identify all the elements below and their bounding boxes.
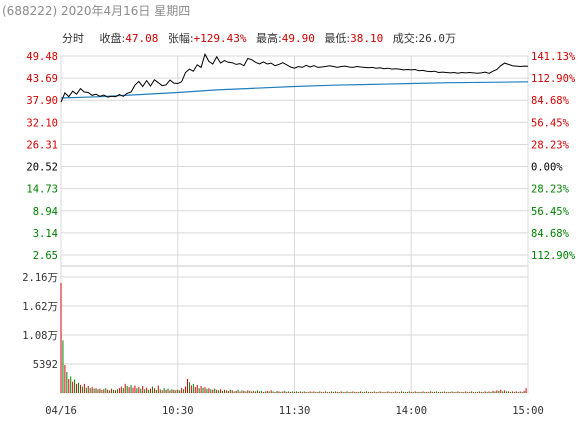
price-tick-left: 43.69: [26, 73, 58, 85]
percent-tick-right: 84.68%: [531, 228, 570, 240]
percent-tick-right: 112.90%: [531, 250, 576, 262]
percent-tick-right: 56.45%: [531, 117, 570, 129]
volume-tick: 1.08万: [22, 330, 58, 342]
time-tick: 14:00: [395, 405, 427, 417]
volume-value: 26.0万: [418, 32, 456, 45]
high-label: 最高:: [256, 32, 282, 45]
volume-tick: 2.16万: [22, 272, 58, 284]
quote-summary: 分时 收盘:47.08 张幅:+129.43% 最高:49.90 最低:38.1…: [62, 30, 456, 46]
percent-tick-right: 84.68%: [531, 95, 570, 107]
percent-tick-right: 0.00%: [531, 162, 563, 174]
percent-tick-right: 28.23%: [531, 184, 570, 196]
price-tick-left: 26.31: [26, 139, 58, 151]
price-tick-left: 14.73: [26, 184, 58, 196]
close-label: 收盘:: [99, 32, 126, 45]
percent-tick-right: 28.23%: [531, 139, 570, 151]
volume-tick: 1.62万: [22, 301, 58, 313]
time-tick: 10:30: [162, 405, 194, 417]
volume-label: 成交:: [392, 32, 419, 45]
close-value: 47.08: [125, 32, 159, 45]
high-value: 49.90: [281, 32, 315, 45]
price-line: [60, 52, 529, 103]
change-label: 张幅:: [167, 32, 194, 45]
price-tick-left: 32.10: [26, 117, 58, 129]
mode-label: 分时: [62, 32, 84, 45]
price-tick-left: 2.65: [33, 250, 58, 262]
chart-title: (688222) 2020年4月16日 星期四: [2, 4, 191, 18]
price-tick-left: 3.14: [33, 228, 58, 240]
time-tick: 04/16: [45, 405, 77, 417]
time-tick: 11:30: [279, 405, 311, 417]
percent-tick-right: 112.90%: [531, 73, 576, 85]
price-tick-left: 8.94: [33, 206, 58, 218]
low-label: 最低:: [324, 32, 351, 45]
price-tick-left: 49.48: [26, 51, 58, 63]
price-tick-left: 20.52: [26, 162, 58, 174]
average-price-line: [60, 81, 529, 99]
percent-tick-right: 141.13%: [531, 51, 576, 63]
low-value: 38.10: [350, 32, 384, 45]
change-value: +129.43%: [193, 32, 247, 45]
volume-tick: 5392: [33, 359, 58, 371]
time-tick: 15:00: [512, 405, 544, 417]
percent-tick-right: 56.45%: [531, 206, 570, 218]
price-tick-left: 37.90: [26, 95, 58, 107]
